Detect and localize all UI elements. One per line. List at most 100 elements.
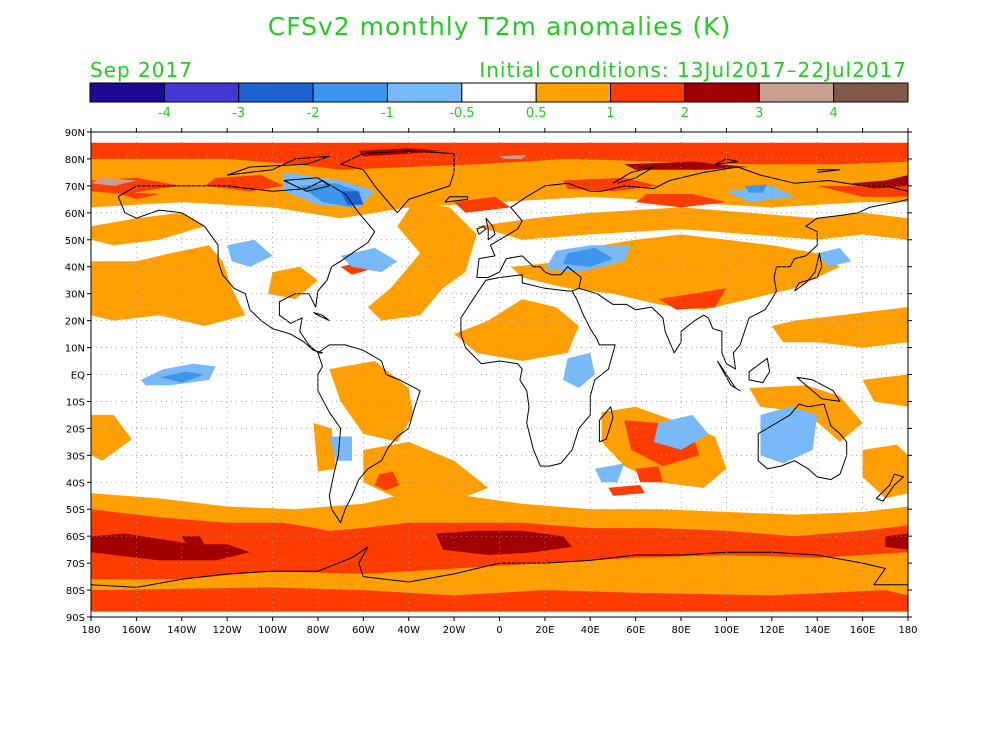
- anomaly-contour: [885, 533, 908, 550]
- coastline: [817, 169, 841, 173]
- legend-swatch: [684, 82, 760, 103]
- anomaly-contour: [563, 247, 613, 267]
- coastline: [91, 546, 908, 588]
- legend-swatch: [610, 82, 686, 103]
- anomaly-contour: [358, 148, 443, 157]
- map-title: CFSv2 monthly T2m anomalies (K): [267, 12, 732, 41]
- legend-swatch: [386, 82, 463, 103]
- lat-tick-label: EQ: [71, 371, 85, 382]
- lat-tick-label: 10N: [65, 344, 85, 355]
- legend-label: 0.5: [526, 106, 547, 121]
- lon-tick-label: 60W: [352, 625, 375, 636]
- coastline: [578, 198, 908, 370]
- lon-tick-label: 80E: [672, 625, 691, 636]
- lat-tick-label: 60S: [66, 532, 85, 543]
- legend-label: 2: [681, 106, 689, 121]
- coastline: [476, 166, 908, 278]
- anomaly-contour: [749, 385, 863, 442]
- lat-tick-label: 80S: [66, 586, 85, 597]
- lon-tick-label: 60E: [626, 625, 645, 636]
- legend-swatch: [461, 82, 537, 103]
- lon-tick-label: 140E: [805, 625, 830, 636]
- coastline: [748, 357, 771, 384]
- anomaly-contour: [91, 245, 246, 326]
- coastline: [796, 376, 841, 402]
- lon-tick-label: 140W: [167, 625, 196, 636]
- legend-label: 1: [606, 106, 614, 121]
- anomaly-contour: [91, 533, 250, 561]
- lon-tick-label: 20W: [443, 625, 466, 636]
- legend-swatch: [833, 82, 909, 103]
- lat-tick-label: 10S: [66, 397, 85, 408]
- anomaly-contour: [476, 207, 908, 240]
- lat-tick-label: 60N: [65, 209, 85, 220]
- anomaly-contour: [91, 288, 171, 305]
- lat-tick-label: 50N: [65, 236, 85, 247]
- lon-tick-label: 180: [81, 625, 100, 636]
- lon-tick-label: 160W: [122, 625, 151, 636]
- lat-tick-label: 40S: [66, 478, 85, 489]
- legend-label: -4: [158, 106, 171, 121]
- legend-label: -0.5: [449, 106, 474, 121]
- coastline: [317, 344, 421, 524]
- anomaly-contour: [635, 466, 663, 483]
- gridlines: [91, 132, 908, 617]
- anomaly-contour: [204, 175, 284, 192]
- anomaly-contour: [726, 185, 795, 203]
- anomaly-field: [91, 132, 908, 617]
- anomaly-contour: [436, 530, 573, 555]
- legend-swatch: [89, 82, 165, 103]
- coastline: [313, 312, 330, 322]
- legend-label: -2: [307, 106, 320, 121]
- anomaly-contour: [563, 177, 659, 192]
- anomaly-contour: [113, 191, 160, 200]
- anomaly-contour: [760, 406, 818, 464]
- anomaly-contour: [91, 212, 205, 246]
- lon-tick-label: 100E: [714, 625, 739, 636]
- lat-tick-label: 20N: [65, 317, 85, 328]
- lat-tick-label: 20S: [66, 424, 85, 435]
- lon-tick-label: 160E: [850, 625, 875, 636]
- lat-tick-label: 90S: [66, 613, 85, 624]
- lat-tick-label: 70S: [66, 559, 85, 570]
- coastline: [716, 360, 741, 392]
- anomaly-contour: [771, 307, 908, 348]
- valid-month: Sep 2017: [90, 58, 193, 82]
- anomaly-map: 90N 80N 70N 60N 50N 40N 30N 20N 10N EQ 10S 20S 30S 40…: [65, 128, 918, 636]
- initial-conditions: Initial conditions: 13Jul2017–22Jul2017: [479, 58, 907, 82]
- lon-tick-label: 180: [898, 625, 917, 636]
- coastline: [875, 473, 904, 502]
- anomaly-contour: [851, 175, 908, 189]
- anomaly-contour: [340, 247, 398, 273]
- anomaly-contour: [454, 299, 579, 361]
- coastline: [612, 166, 655, 184]
- anomaly-contour: [635, 194, 727, 208]
- lat-tick-label: 30S: [66, 451, 85, 462]
- legend-swatch: [312, 82, 388, 103]
- lon-tick-label: 120W: [213, 625, 242, 636]
- legend-swatch: [758, 82, 835, 103]
- lat-tick-label: 50S: [66, 505, 85, 516]
- legend-label: -3: [232, 106, 245, 121]
- anomaly-contour: [91, 414, 132, 461]
- lat-tick-label: 40N: [65, 263, 85, 274]
- anomaly-contour: [91, 177, 137, 186]
- coastline: [460, 274, 616, 467]
- lon-tick-label: 100W: [258, 625, 287, 636]
- legend-label: 3: [755, 106, 763, 121]
- lon-tick-label: 0: [496, 625, 502, 636]
- anomaly-contour: [454, 196, 511, 213]
- lon-tick-label: 120E: [759, 625, 784, 636]
- coastline: [598, 406, 614, 443]
- legend-label: -1: [381, 106, 394, 121]
- anomaly-contour: [658, 288, 727, 310]
- coastline: [283, 177, 330, 192]
- coastline: [476, 255, 582, 292]
- anomaly-contour: [91, 587, 908, 612]
- color-legend: -4 -3 -2 -1 -0.5 0.5 1 2 3 4: [89, 82, 909, 121]
- anomaly-contour: [862, 374, 908, 407]
- anomaly-contour: [817, 247, 852, 267]
- legend-swatch: [535, 82, 612, 103]
- lat-tick-label: 80N: [65, 155, 85, 166]
- anomaly-contour: [329, 436, 352, 461]
